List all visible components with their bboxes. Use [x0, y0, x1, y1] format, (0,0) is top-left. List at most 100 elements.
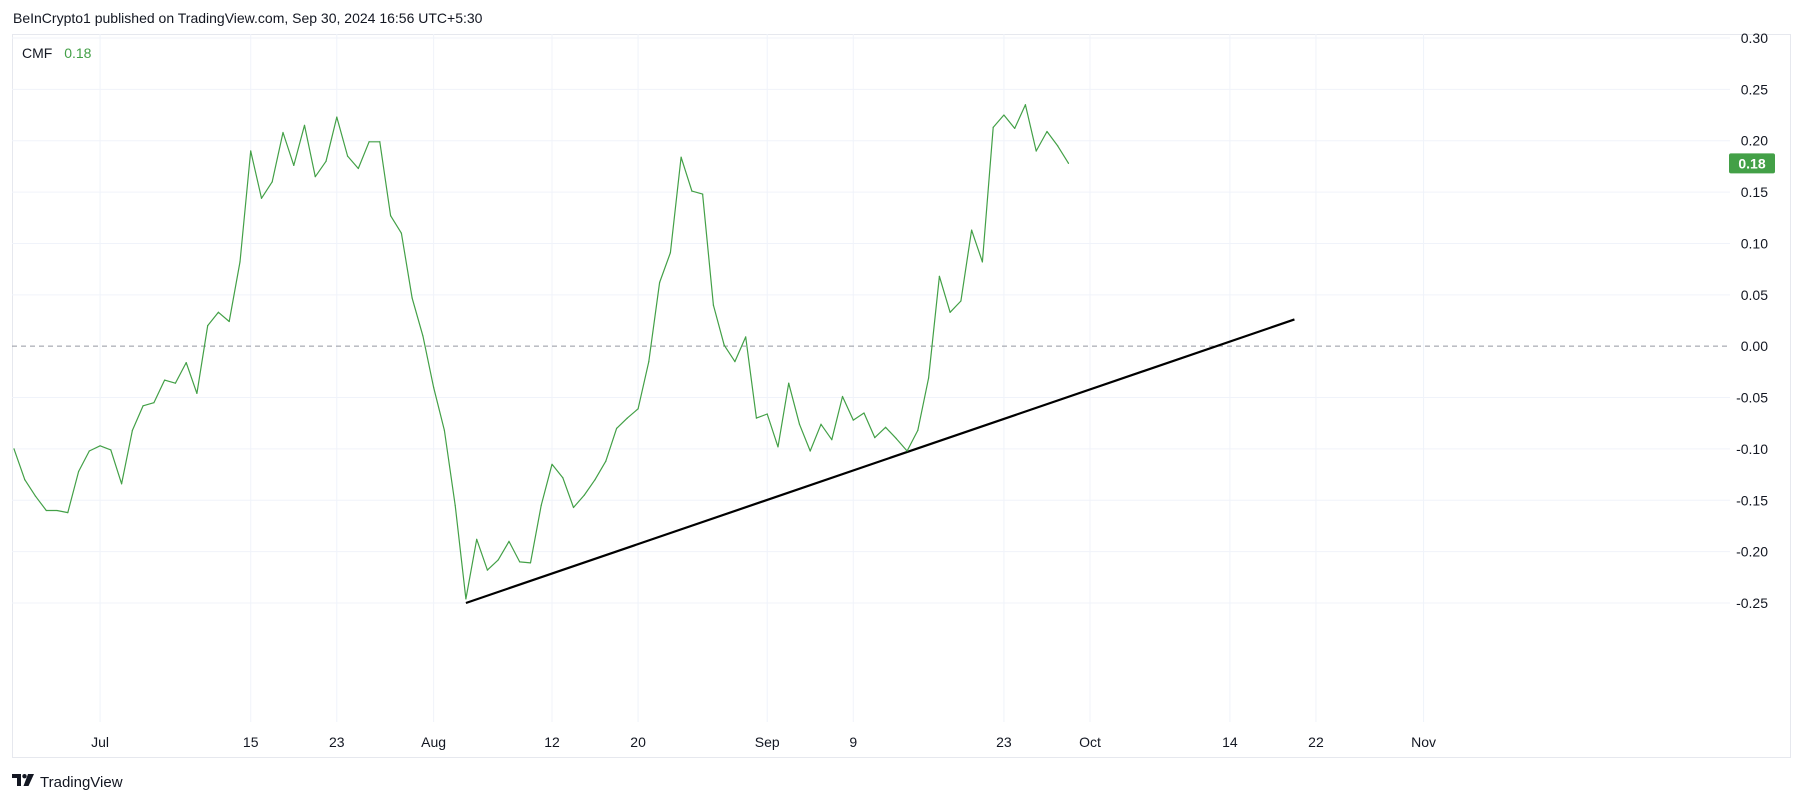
y-tick-label: 0.10 [1741, 235, 1768, 251]
cmf-data-point [841, 395, 844, 398]
cmf-data-point [702, 193, 704, 195]
series-layer [13, 104, 1070, 600]
y-tick-label: -0.10 [1736, 441, 1768, 457]
x-tick-label: Sep [755, 734, 780, 750]
cmf-data-point [777, 446, 779, 448]
cmf-data-point [228, 320, 230, 323]
cmf-data-point [562, 477, 564, 479]
y-tick-label: -0.05 [1736, 390, 1768, 406]
cmf-data-point [755, 417, 758, 419]
cmf-data-point [67, 511, 69, 514]
y-tick-label: -0.25 [1736, 595, 1768, 611]
cmf-data-point [734, 360, 736, 363]
cmf-data-point [626, 417, 628, 419]
cmf-data-point [551, 463, 553, 465]
x-axis: Jul 15 23 Aug 12 20 Sep 9 23 Oct 14 22 Nov [91, 734, 1436, 750]
cmf-data-point [1024, 104, 1027, 106]
cmf-data-point [164, 379, 166, 381]
cmf-data-point [282, 131, 284, 134]
cmf-data-point [13, 448, 15, 450]
cmf-data-point [400, 232, 402, 234]
cmf-data-point [1003, 114, 1005, 116]
cmf-data-point [540, 504, 542, 507]
last-value-badge [1729, 153, 1775, 174]
publish-info: BeInCrypto1 published on TradingView.com… [13, 10, 483, 26]
x-tick-label: 15 [243, 734, 259, 750]
x-tick-label: 14 [1222, 734, 1238, 750]
cmf-data-point [712, 304, 715, 306]
cmf-data-point [637, 408, 639, 410]
cmf-data-point [303, 124, 306, 126]
cmf-data-point [1067, 162, 1070, 164]
cmf-data-point [336, 116, 338, 118]
cmf-data-point [24, 479, 26, 481]
cmf-series-line [13, 104, 1070, 600]
x-tick-label: 23 [329, 734, 345, 750]
y-tick-label: 0.15 [1741, 184, 1768, 200]
trendline-layer[interactable] [465, 318, 1295, 605]
y-tick-label: 0.30 [1741, 30, 1768, 46]
x-tick-label: 22 [1308, 734, 1324, 750]
cmf-data-point [1046, 130, 1048, 133]
grid-lines [12, 34, 1730, 722]
cmf-data-point [917, 429, 919, 432]
y-tick-label: 0.05 [1741, 287, 1768, 303]
cmf-data-point [852, 419, 854, 421]
cmf-data-point [798, 423, 801, 425]
cmf-data-point [605, 460, 607, 462]
x-tick-label: Aug [421, 734, 446, 750]
cmf-data-point [572, 506, 575, 509]
chart-pane[interactable] [12, 34, 1791, 758]
support-trendline[interactable] [465, 318, 1295, 605]
footer-brand[interactable]: TradingView [12, 773, 123, 791]
cmf-data-point [185, 362, 187, 364]
cmf-data-point [615, 427, 618, 429]
cmf-data-point [390, 215, 392, 217]
y-tick-label: 0.00 [1741, 338, 1768, 354]
cmf-data-point [508, 540, 510, 542]
cmf-data-point [529, 562, 532, 564]
x-tick-label: 9 [849, 734, 857, 750]
cmf-data-point [831, 439, 833, 441]
cmf-data-point [153, 402, 155, 404]
cmf-data-point [239, 261, 241, 263]
cmf-data-point [217, 311, 220, 313]
cmf-data-point [207, 325, 209, 327]
cmf-data-point [346, 155, 349, 157]
y-tick-label: 0.25 [1741, 81, 1768, 97]
cmf-data-point [454, 504, 456, 507]
cmf-data-point [314, 176, 316, 178]
indicator-legend[interactable]: CMF 0.18 [22, 45, 91, 61]
x-tick-label: 20 [630, 734, 646, 750]
cmf-data-point [1014, 127, 1016, 129]
cmf-data-point [680, 156, 682, 158]
y-tick-label: -0.20 [1736, 544, 1768, 560]
cmf-data-point [250, 150, 252, 152]
y-tick-label: 0.20 [1741, 133, 1768, 149]
cmf-data-point [1035, 150, 1037, 152]
tradingview-logo-icon [12, 773, 34, 791]
cmf-data-point [34, 495, 37, 497]
cmf-data-point [77, 470, 80, 473]
cmf-data-point [519, 561, 521, 563]
cmf-data-point [906, 450, 908, 452]
cmf-data-point [895, 438, 897, 440]
cmf-data-point [325, 160, 327, 162]
cmf-data-point [443, 429, 445, 432]
cmf-data-point [142, 405, 144, 407]
cmf-data-point [411, 297, 413, 299]
cmf-data-point [486, 569, 489, 571]
cmf-data-point [938, 275, 940, 277]
cmf-data-point [788, 382, 790, 384]
cmf-data-point [992, 126, 994, 128]
x-tick-label: Oct [1079, 734, 1101, 750]
cmf-data-point [422, 335, 424, 337]
x-tick-label: Jul [91, 734, 109, 750]
cmf-data-point [863, 412, 865, 414]
cmf-data-point [260, 197, 263, 199]
cmf-data-point [594, 479, 596, 481]
cmf-data-point [820, 423, 822, 425]
cmf-data-point [476, 538, 478, 540]
cmf-data-point [99, 445, 101, 447]
